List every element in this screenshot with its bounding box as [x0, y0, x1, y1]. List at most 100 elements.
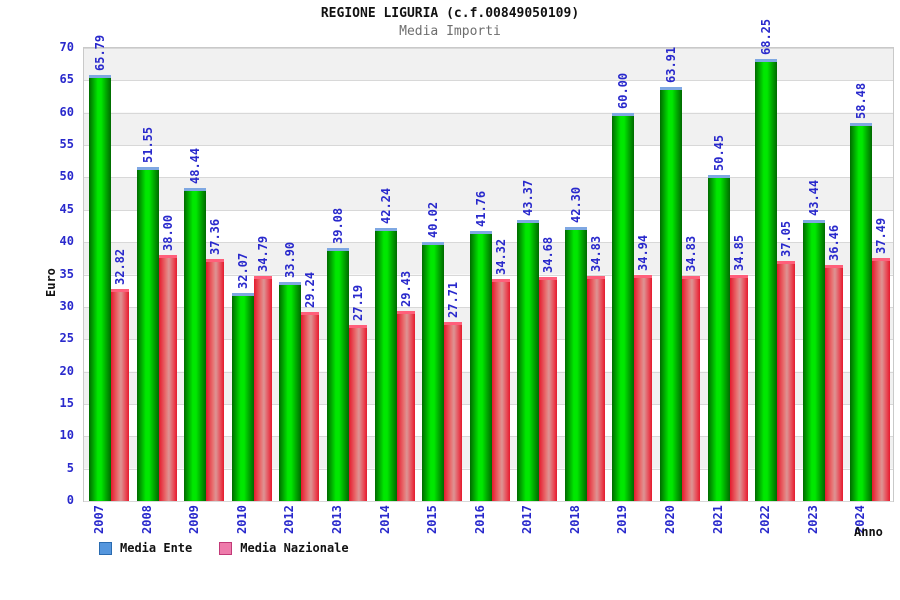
gridline — [84, 177, 893, 179]
bar-media-ente — [469, 230, 492, 501]
bar-value-label: 48.44 — [188, 147, 203, 184]
x-tick-label: 2012 — [282, 505, 297, 534]
bar-value-label: 34.94 — [636, 234, 651, 271]
bar-value-label: 32.07 — [235, 253, 250, 290]
bar-value-label: 29.43 — [398, 270, 413, 307]
y-tick-label: 30 — [59, 298, 74, 313]
x-tick-label: 2015 — [425, 505, 440, 534]
gridline — [84, 501, 893, 502]
bar-media-ente — [660, 87, 683, 501]
plot-area: 65.79 32.82 51.55 38.00 48.44 37.36 32.07 34.79… — [83, 19, 894, 502]
legend-label-media-ente: Media Ente — [120, 541, 193, 555]
bar-media-nazionale — [682, 275, 701, 501]
bar-media-nazionale — [348, 325, 367, 501]
y-tick-label: 0 — [66, 493, 74, 507]
bar-media-ente — [326, 248, 349, 501]
bar-media-nazionale — [206, 259, 225, 501]
legend-swatch-media-ente-icon — [99, 541, 112, 555]
x-axis-title: Anno — [854, 525, 883, 539]
bar-media-ente — [184, 187, 207, 501]
bar-value-label: 42.24 — [378, 187, 393, 224]
bar-media-nazionale — [539, 276, 558, 501]
bar-media-nazionale — [777, 261, 796, 501]
bar-media-ente — [707, 174, 730, 501]
x-tick-label: 2019 — [615, 505, 630, 534]
bar-value-label: 42.30 — [568, 187, 583, 224]
x-tick-label: 2010 — [234, 505, 249, 534]
bar-media-nazionale — [491, 278, 510, 501]
bar-media-nazionale — [253, 275, 272, 501]
x-tick-label: 2016 — [472, 505, 487, 534]
y-tick-label: 70 — [59, 40, 74, 54]
bar-value-label: 36.46 — [826, 224, 841, 262]
y-tick-label: 45 — [59, 201, 74, 216]
bar-value-label: 27.19 — [350, 284, 365, 322]
bar-value-label: 41.76 — [473, 190, 488, 227]
bar-media-ente — [89, 75, 111, 501]
x-tick-label: 2023 — [805, 505, 820, 534]
chart-subtitle: Media Importi — [399, 24, 501, 39]
x-tick-label: 2021 — [710, 505, 725, 534]
y-tick-label: 5 — [66, 460, 74, 475]
y-tick-label: 50 — [59, 169, 74, 184]
y-tick-label: 20 — [59, 363, 74, 378]
bar-value-label: 34.79 — [255, 235, 270, 272]
legend-label-media-nazionale: Media Nazionale — [240, 541, 349, 555]
bar-value-label: 51.55 — [140, 127, 155, 164]
gridline — [84, 48, 893, 49]
bar-value-label: 60.00 — [616, 72, 631, 109]
bar-media-ente — [279, 281, 302, 501]
bar-value-label: 34.32 — [493, 238, 508, 275]
bar-value-label: 34.68 — [541, 236, 556, 273]
bar-value-label: 43.44 — [806, 179, 821, 216]
y-tick-label: 55 — [59, 137, 74, 152]
bar-media-nazionale — [729, 275, 748, 501]
bar-media-ente — [850, 122, 873, 501]
bar-value-label: 34.85 — [731, 235, 746, 272]
bar-media-ente — [612, 112, 635, 501]
bar-media-nazionale — [824, 265, 843, 501]
y-tick-label: 65 — [59, 72, 74, 87]
bar-value-label: 58.48 — [854, 82, 869, 119]
gridline — [84, 145, 893, 147]
bar-media-ente — [374, 227, 397, 501]
bar-media-nazionale — [586, 275, 605, 501]
x-tick-label: 2008 — [139, 505, 154, 534]
bar-media-ente — [136, 167, 159, 501]
bar-value-label: 29.24 — [303, 271, 318, 308]
bar-value-label: 50.45 — [711, 134, 726, 171]
bar-media-nazionale — [634, 274, 653, 501]
bar-value-label: 37.36 — [208, 219, 223, 256]
bar-media-nazionale — [158, 255, 177, 501]
x-tick-label: 2022 — [758, 505, 773, 534]
gridline — [84, 112, 893, 114]
bar-value-label: 39.08 — [330, 207, 345, 245]
bar-value-label: 40.02 — [426, 201, 441, 238]
x-tick-label: 2014 — [377, 505, 392, 534]
bar-value-label: 32.82 — [113, 248, 127, 285]
chart-title: REGIONE LIGURIA (c.f.00849050109) — [320, 6, 580, 21]
y-tick-label: 60 — [59, 104, 74, 119]
legend: Media Ente Media Nazionale — [99, 541, 376, 555]
bar-media-ente — [802, 219, 825, 501]
bar-value-label: 37.05 — [779, 221, 794, 258]
bar-media-nazionale — [396, 310, 415, 501]
bar-media-nazionale — [111, 288, 129, 501]
bar-value-label: 68.25 — [759, 19, 774, 56]
bar-media-ente — [755, 59, 778, 501]
bar-value-label: 43.37 — [521, 180, 536, 217]
bar-value-label: 34.83 — [684, 235, 699, 272]
legend-swatch-media-nazionale-icon — [219, 541, 233, 555]
bar-value-label: 63.91 — [664, 47, 679, 84]
x-tick-label: 2018 — [567, 505, 582, 534]
x-tick-label: 2017 — [520, 505, 535, 534]
bar-value-label: 33.90 — [283, 241, 298, 278]
bar-value-label: 38.00 — [160, 214, 175, 252]
bar-media-nazionale — [444, 321, 463, 501]
bar-media-nazionale — [872, 258, 891, 501]
bar-media-ente — [231, 293, 254, 501]
x-tick-label: 2020 — [663, 505, 678, 534]
bar-media-ente — [422, 242, 445, 501]
bar-value-label: 37.49 — [874, 218, 889, 255]
